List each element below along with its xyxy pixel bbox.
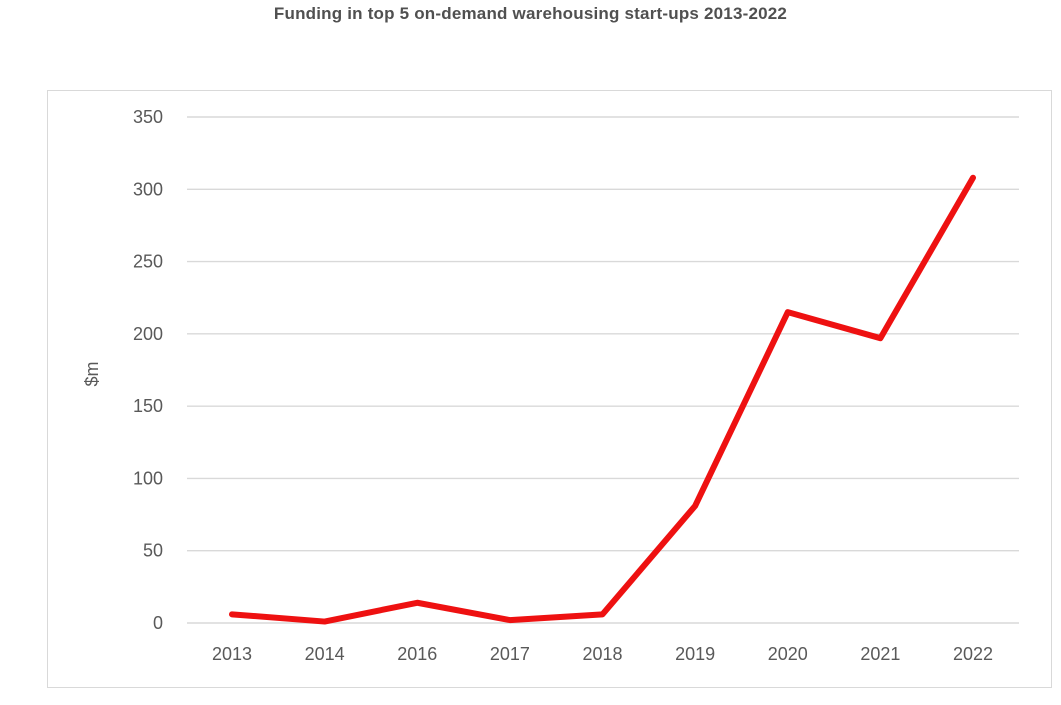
x-tick-label: 2013: [212, 644, 252, 664]
x-tick-label: 2019: [675, 644, 715, 664]
x-tick-label: 2017: [490, 644, 530, 664]
y-tick-label: 350: [133, 107, 163, 127]
y-tick-label: 150: [133, 396, 163, 416]
chart-title: Funding in top 5 on-demand warehousing s…: [273, 4, 788, 23]
y-tick-label: 200: [133, 324, 163, 344]
x-tick-label: 2022: [953, 644, 993, 664]
x-tick-label: 2021: [860, 644, 900, 664]
x-tick-label: 2020: [768, 644, 808, 664]
chart-frame: 0 50 100 150 200 250 300 350 $m 2013 2014 2016 2017 2…: [47, 90, 1052, 688]
x-tick-label: 2014: [305, 644, 345, 664]
series-line-funding: [229, 174, 976, 625]
x-tick-label: 2018: [582, 644, 622, 664]
funding-line-chart: 0 50 100 150 200 250 300 350 $m 2013 2014 2016 2017 2…: [82, 107, 1019, 664]
y-tick-label: 100: [133, 468, 163, 488]
y-tick-label: 250: [133, 252, 163, 272]
y-tick-label: 0: [153, 613, 163, 633]
y-tick-label: 300: [133, 179, 163, 199]
y-axis-title: $m: [82, 361, 102, 386]
y-tick-label: 50: [143, 541, 163, 561]
x-tick-label: 2016: [397, 644, 437, 664]
